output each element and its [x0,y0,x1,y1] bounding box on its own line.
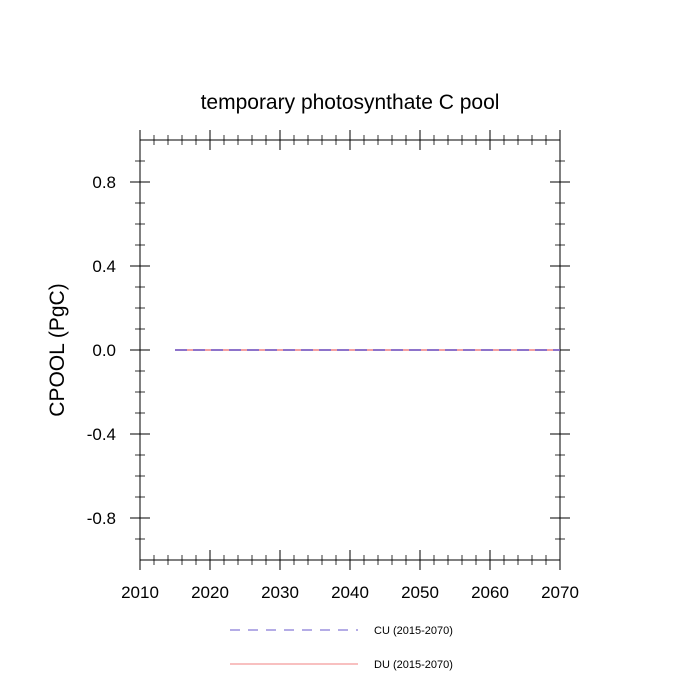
chart-title: temporary photosynthate C pool [201,91,500,114]
y-axis-title: CPOOL (PgC) [46,283,69,416]
x-tick-labels: 2010 2020 2030 2040 2050 2060 2070 [121,583,579,602]
x-tick-label: 2030 [261,583,299,602]
y-tick-labels: 0.8 0.4 0.0 -0.4 -0.8 [87,173,116,528]
y-tick-label: -0.4 [87,425,116,444]
x-tick-label: 2010 [121,583,159,602]
y-tick-label: -0.8 [87,509,116,528]
x-tick-label: 2060 [471,583,509,602]
y-tick-label: 0.8 [92,173,116,192]
axis-ticks [130,130,570,570]
x-tick-label: 2050 [401,583,439,602]
y-tick-label: 0.0 [92,341,116,360]
y-tick-label: 0.4 [92,257,116,276]
legend-label: CU (2015-2070) [374,625,453,637]
x-tick-label: 2040 [331,583,369,602]
x-tick-label: 2020 [191,583,229,602]
legend: CU (2015-2070) DU (2015-2070) [230,625,453,671]
legend-label: DU (2015-2070) [374,659,453,671]
x-tick-label: 2070 [541,583,579,602]
